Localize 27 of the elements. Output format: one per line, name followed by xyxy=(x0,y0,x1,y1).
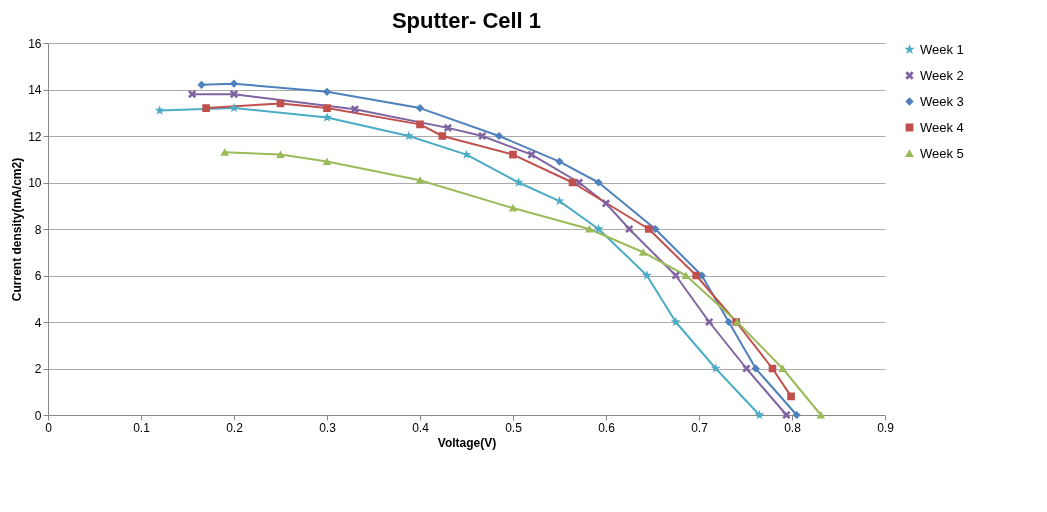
legend-label: Week 3 xyxy=(920,93,964,109)
y-tick-label: 16 xyxy=(28,36,42,51)
y-tick-label: 10 xyxy=(28,176,42,190)
y-tick-label: 12 xyxy=(28,129,42,144)
legend-label: Week 4 xyxy=(920,119,964,135)
y-tick-label: 8 xyxy=(34,222,42,237)
x-tick-label: 0.9 xyxy=(877,420,895,435)
x-tick-label: 0.7 xyxy=(691,420,709,435)
y-tick-label: 2 xyxy=(34,362,42,376)
x-tick-label: 0.5 xyxy=(505,420,523,435)
y-axis-title: Current density(mA/cm2) xyxy=(10,157,25,302)
y-tick-label: 6 xyxy=(34,269,42,283)
x-tick-label: 0.3 xyxy=(319,420,337,435)
legend-label: Week 2 xyxy=(920,67,964,83)
y-tick-label: 4 xyxy=(34,315,42,330)
y-tick-label: 14 xyxy=(28,83,42,97)
x-tick-label: 0.8 xyxy=(784,420,802,435)
y-tick-label: 0 xyxy=(34,408,42,423)
x-tick-label: 0 xyxy=(45,420,53,435)
x-tick-label: 0.2 xyxy=(226,420,244,435)
chart-title: Sputter- Cell 1 xyxy=(391,8,542,33)
x-tick-label: 0.6 xyxy=(598,420,616,435)
x-tick-label: 0.4 xyxy=(412,420,430,435)
x-tick-label: 0.1 xyxy=(133,420,151,435)
x-axis-title: Voltage(V) xyxy=(437,435,497,450)
legend-label: Week 5 xyxy=(920,145,964,161)
legend-label: Week 1 xyxy=(920,41,964,57)
